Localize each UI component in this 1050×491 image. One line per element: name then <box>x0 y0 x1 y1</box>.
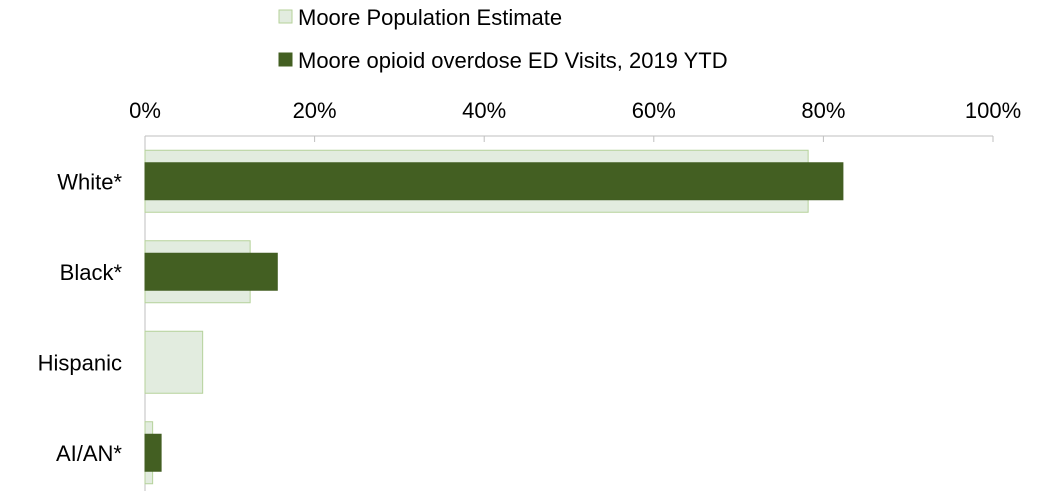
bar-population-estimate <box>144 330 204 394</box>
category-label: Hispanic <box>38 350 122 375</box>
category-label: Black* <box>60 260 123 285</box>
legend-label-ed-visits: Moore opioid overdose ED Visits, 2019 YT… <box>298 48 728 73</box>
bar-ed-visits <box>144 162 844 201</box>
x-tick-label: 40% <box>462 98 506 123</box>
category-labels: White* Black* Hispanic AI/AN* <box>38 169 123 466</box>
category-label: White* <box>57 169 122 194</box>
x-tick-label: 20% <box>293 98 337 123</box>
x-tick-label: 100% <box>965 98 1021 123</box>
bar-ed-visits <box>144 433 162 472</box>
legend-label-population: Moore Population Estimate <box>298 5 562 30</box>
legend-swatch-population <box>278 9 293 24</box>
bars <box>144 149 844 485</box>
x-tick-label: 60% <box>632 98 676 123</box>
legend: Moore Population Estimate Moore opioid o… <box>278 5 728 73</box>
x-tick-label: 80% <box>801 98 845 123</box>
x-tick-label: 0% <box>129 98 161 123</box>
legend-swatch-ed-visits <box>278 52 293 67</box>
x-axis: 0% 20% 40% 60% 80% 100% <box>129 98 1021 491</box>
bar-ed-visits <box>144 252 278 291</box>
category-label: AI/AN* <box>56 441 122 466</box>
